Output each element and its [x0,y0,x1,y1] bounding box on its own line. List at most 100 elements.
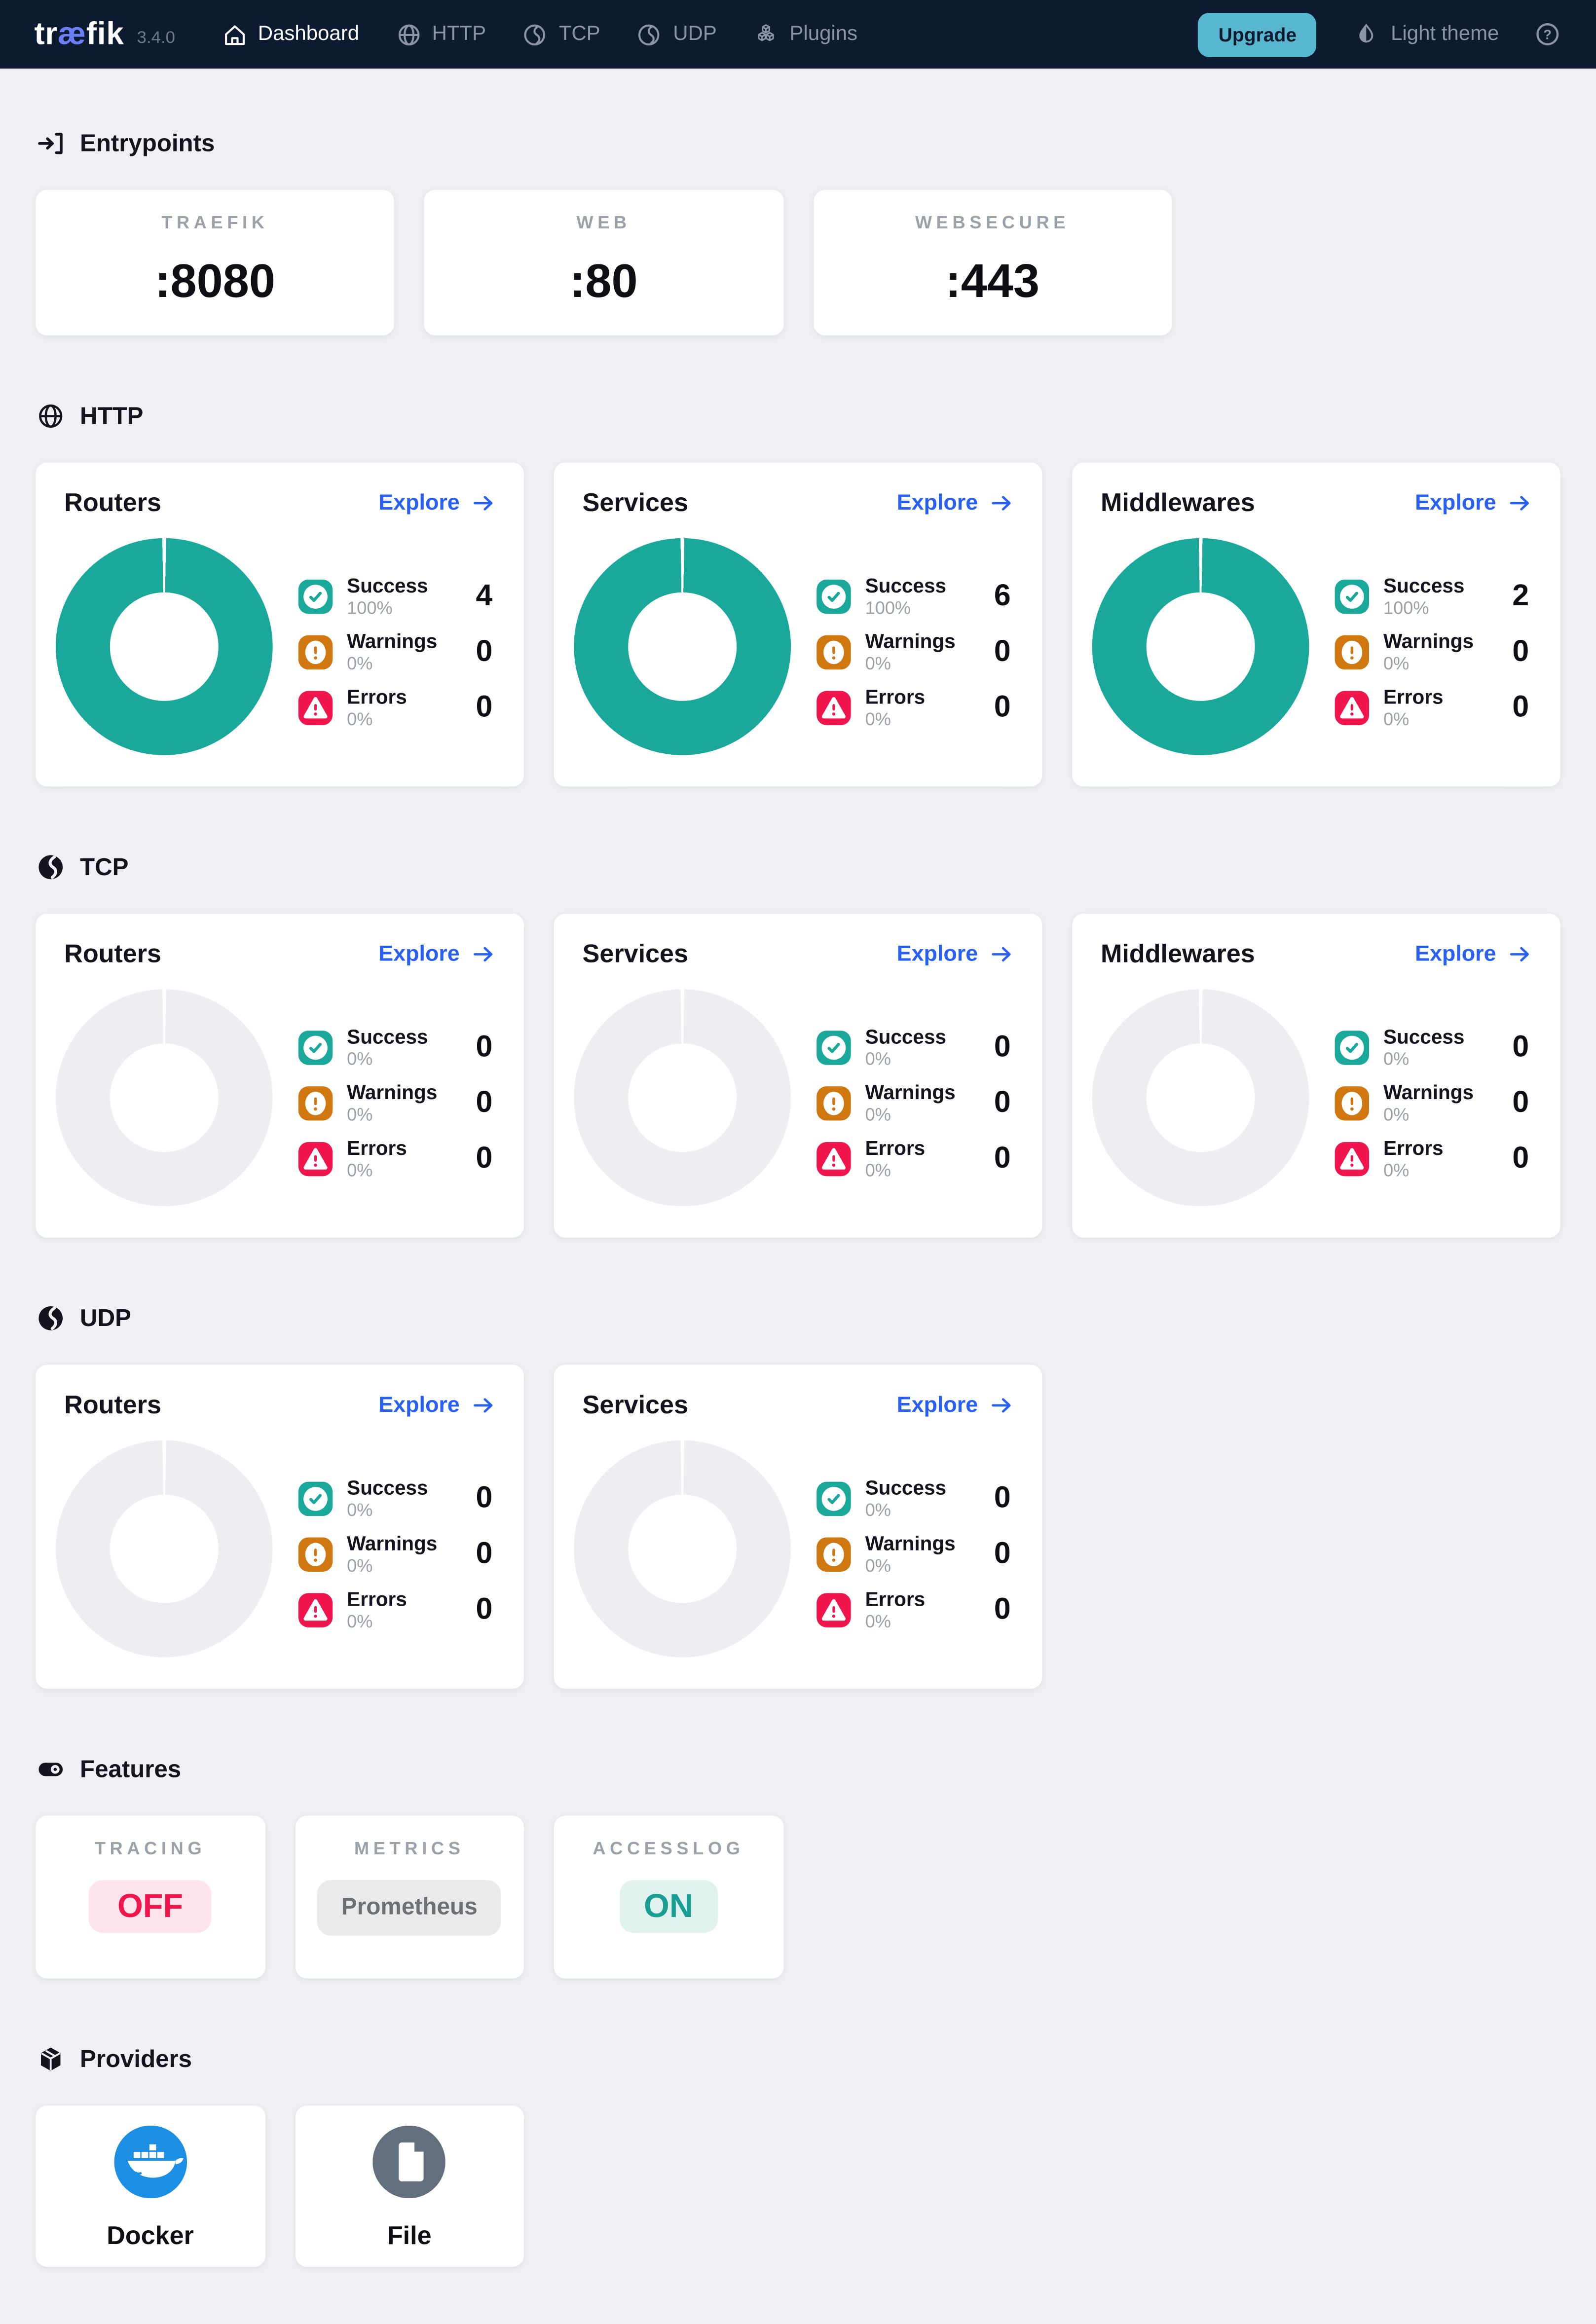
feature-name: ACCESSLOG [593,1839,744,1859]
explore-link[interactable]: Explore [1415,941,1532,967]
explore-link[interactable]: Explore [378,941,495,967]
warning-icon [1335,1086,1370,1121]
udp-section-header: UDP [36,1303,1560,1333]
nav-item-label: Dashboard [258,23,360,46]
brand-logo: træfik [34,16,124,53]
success-stat: Success 0% 0 [298,1476,492,1522]
warning-icon [817,1086,851,1121]
stat-label: Success [865,1025,947,1048]
stat-value: 0 [476,1031,493,1064]
errors-stat: Errors 0% 0 [817,685,1011,731]
stats: Success 100% 2 Warnings 0% 0 Errors 0% 0 [1335,574,1532,731]
stat-percent: 0% [865,1556,891,1577]
nav-item-http[interactable]: HTTP [395,21,486,48]
stat-value: 0 [1512,691,1529,724]
stat-label: Errors [347,1587,407,1611]
stat-percent: 0% [347,654,373,674]
stat-value: 0 [994,1086,1011,1119]
stats: Success 0% 0 Warnings 0% 0 Errors 0% 0 [298,1476,495,1633]
provider-card-docker: Docker [36,2105,265,2267]
explore-link[interactable]: Explore [1415,490,1532,516]
theme-toggle-label: Light theme [1391,23,1499,46]
arrow-right-icon [989,942,1013,966]
feature-card-accesslog: ACCESSLOG ON [554,1815,783,1979]
success-icon [817,1481,851,1516]
explore-link[interactable]: Explore [897,941,1014,967]
nav-item-udp[interactable]: UDP [636,21,717,48]
stat-label: Success [1383,1025,1465,1048]
warnings-stat: Warnings 0% 0 [298,1532,493,1578]
warning-icon [817,635,851,670]
udp-grid: Routers Explore Success 0% 0 Warnings 0% [36,1365,1560,1689]
warning-icon [298,1537,333,1572]
explore-link[interactable]: Explore [378,490,495,516]
stat-value: 0 [994,1537,1011,1571]
stat-percent: 0% [1383,710,1410,730]
stats: Success 0% 0 Warnings 0% 0 Errors 0% 0 [817,1476,1013,1633]
stat-percent: 0% [347,1049,373,1070]
arrow-right-icon [1508,942,1532,966]
error-icon [298,1142,333,1177]
stat-value: 6 [994,579,1011,613]
stat-label: Errors [865,1587,926,1611]
stat-label: Warnings [1383,1081,1474,1104]
arrow-right-icon [1508,491,1532,515]
stat-label: Success [1383,574,1465,597]
stat-label: Warnings [865,1532,956,1555]
donut-chart [55,989,273,1207]
stat-label: Errors [865,1137,926,1160]
explore-link[interactable]: Explore [897,490,1014,516]
donut-chart [1092,989,1309,1207]
nav-item-plugins[interactable]: Plugins [752,21,857,48]
arrow-right-icon [471,1393,495,1417]
feature-name: TRACING [94,1839,206,1859]
stat-percent: 0% [865,1049,891,1070]
warning-icon [298,635,333,670]
warning-icon [817,1537,851,1572]
section-title: UDP [80,1304,131,1331]
stat-label: Warnings [347,1081,438,1104]
brand-suffix: fik [86,15,124,52]
upgrade-button[interactable]: Upgrade [1198,12,1317,57]
success-icon [817,1031,851,1065]
success-icon [298,579,333,614]
help-button[interactable] [1533,20,1562,49]
nav-item-dashboard[interactable]: Dashboard [221,21,360,48]
stat-percent: 0% [1383,1049,1410,1070]
donut-chart [574,1440,791,1658]
success-stat: Success 0% 0 [1335,1025,1529,1071]
explore-label: Explore [378,490,460,515]
feature-name: METRICS [354,1839,465,1859]
feature-card-tracing: TRACING OFF [36,1815,265,1979]
warnings-stat: Warnings 0% 0 [817,1081,1011,1127]
explore-label: Explore [378,1392,460,1417]
donut-chart [55,538,273,755]
stat-value: 0 [1512,1142,1529,1175]
entrypoint-name: WEBSECURE [915,213,1070,233]
explore-link[interactable]: Explore [897,1393,1014,1418]
stat-label: Warnings [865,1081,956,1104]
success-stat: Success 100% 2 [1335,574,1529,620]
stat-value: 0 [476,1537,493,1571]
nav-item-tcp[interactable]: TCP [522,21,600,48]
stat-percent: 100% [1383,598,1429,619]
errors-stat: Errors 0% 0 [817,1136,1011,1182]
entrypoint-card-websecure: WEBSECURE :443 [813,189,1172,336]
stat-value: 0 [476,1142,493,1175]
card-title: Services [582,1390,688,1419]
stats: Success 100% 6 Warnings 0% 0 Errors 0% 0 [817,574,1013,731]
tcp-services-card: Services Explore Success 0% 0 Warnings 0% [554,913,1042,1238]
theme-toggle[interactable]: Light theme [1354,21,1499,47]
entrypoint-name: WEB [576,213,631,233]
section-title: TCP [80,852,129,880]
stat-value: 0 [476,1593,493,1626]
entrypoint-port: :80 [569,254,638,307]
arrow-right-icon [471,942,495,966]
error-icon [298,1593,333,1627]
udp-services-card: Services Explore Success 0% 0 Warnings 0% [554,1365,1042,1689]
explore-link[interactable]: Explore [378,1393,495,1418]
warnings-stat: Warnings 0% 0 [1335,1081,1529,1127]
stat-label: Success [865,574,947,597]
donut-chart [574,989,791,1207]
entrypoint-card-web: WEB :80 [424,189,783,336]
